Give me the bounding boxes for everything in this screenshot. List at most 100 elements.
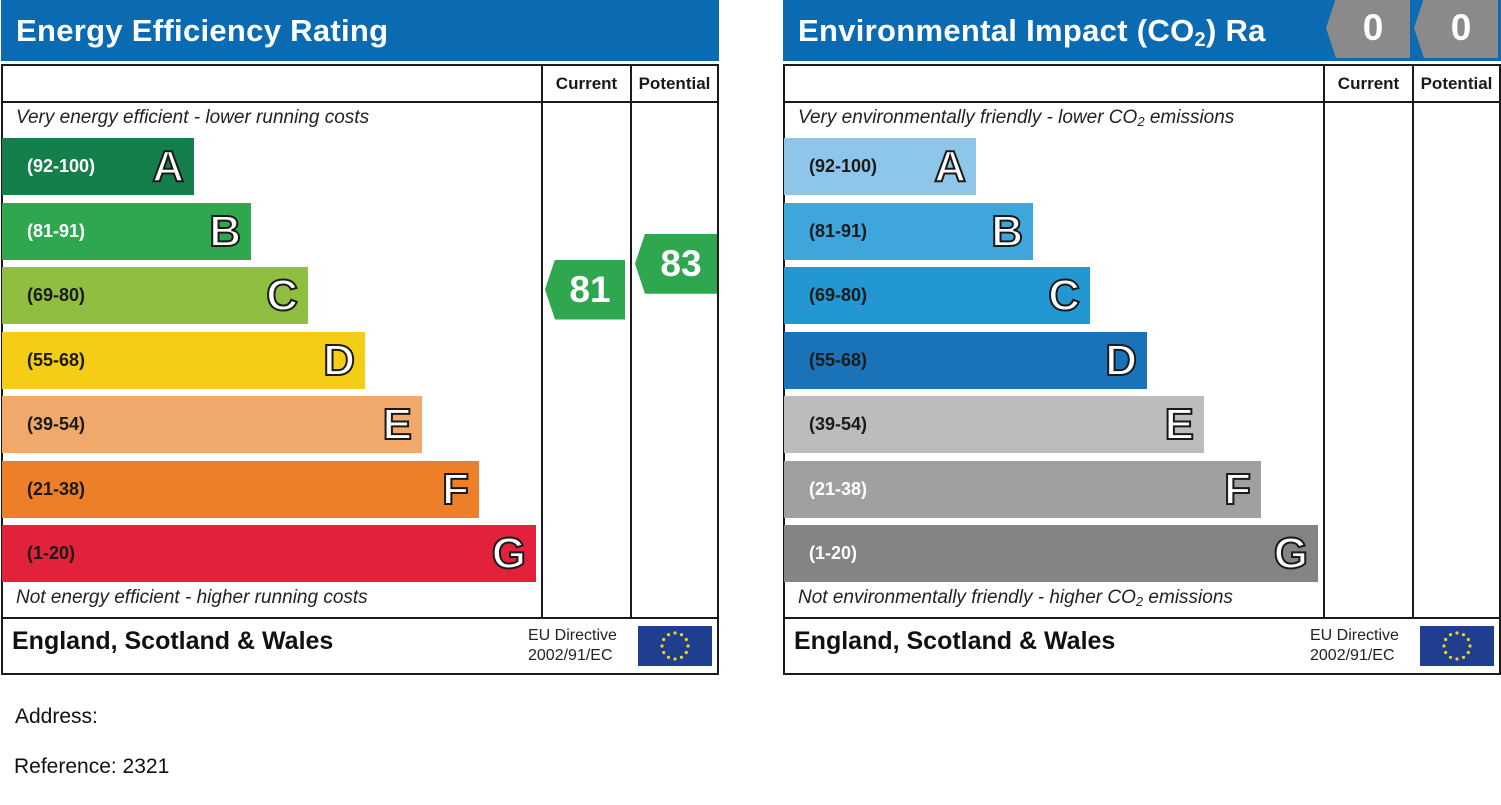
band-a: (92-100) A [2,138,194,195]
eu-directive-line1: EU Directive [1310,627,1399,644]
eu-star [1461,655,1466,659]
band-e: (39-54) E [784,396,1204,453]
current-column-header: Current [555,74,618,93]
band-letter: B [208,206,242,257]
eu-flag-icon [1420,626,1494,666]
column-divider [630,64,632,619]
eu-star [662,637,666,642]
eu-star [679,655,684,659]
energy-efficiency-title: Energy Efficiency Rating [1,0,719,61]
footer-country: England, Scotland & Wales [12,627,334,655]
bottom-note-end: emissions [1143,587,1233,608]
title-end: ) Ra [1205,13,1266,48]
band-range: (69-80) [809,285,868,305]
band-range: (1-20) [809,543,858,563]
top-note: Very energy efficient - lower running co… [16,107,370,128]
current-column-header: Current [1337,74,1400,93]
eu-star [1442,644,1446,648]
potential-rating-arrow: 0 [1414,0,1498,58]
band-range: (81-91) [809,220,868,241]
band-range: (1-20) [27,543,76,563]
band-letter: G [1273,528,1309,579]
eu-directive-line1: EU Directive [528,627,617,644]
eu-star [1466,637,1470,642]
band-letter: B [990,206,1024,257]
title-subscript: 2 [1194,29,1206,51]
eu-star [686,644,690,648]
band-letter: E [1164,399,1195,450]
top-note-subscript: 2 [1137,114,1145,129]
bottom-note-main: Not environmentally friendly - higher CO [798,587,1136,608]
top-note: Very environmentally friendly - lower CO… [798,107,1234,129]
band-range: (92-100) [809,156,878,176]
column-divider [1323,64,1325,619]
eu-directive: EU Directive 2002/91/EC [528,626,617,666]
eu-star [666,655,671,659]
eu-directive-line2: 2002/91/EC [1310,647,1395,664]
eu-star [679,633,684,637]
column-divider [1412,64,1414,619]
band-letter: A [933,141,967,192]
bottom-note: Not energy efficient - higher running co… [16,587,368,608]
environmental-impact-panel: Environmental Impact (CO2) Ra Current Po… [783,0,1501,675]
band-range: (55-68) [809,349,868,370]
eu-directive: EU Directive 2002/91/EC [1310,626,1399,666]
energy-efficiency-panel: Energy Efficiency Rating Current Potenti… [1,0,719,675]
eu-star [662,650,666,655]
band-e: (39-54) E [2,396,422,453]
title-main: Environmental Impact (CO [798,13,1195,48]
eu-star [1455,657,1459,661]
footer-divider [783,617,1501,619]
reference-label: Reference: 2321 [14,755,170,778]
eu-star [1461,633,1466,637]
eu-star [666,633,671,637]
potential-column-header: Potential [638,74,711,93]
footer-country: England, Scotland & Wales [794,627,1116,655]
band-letter: F [1223,464,1252,515]
eu-directive-line2: 2002/91/EC [528,647,613,664]
eu-star [1466,650,1470,655]
eu-flag-icon [638,626,712,666]
band-letter: E [382,399,413,450]
band-g: (1-20) G [2,525,536,582]
band-range: (69-80) [27,285,86,305]
band-b: (81-91) B [784,202,1033,260]
band-letter: F [441,464,470,515]
eu-star [1468,644,1472,648]
band-d: (55-68) D [784,331,1147,389]
band-f: (21-38) F [784,460,1261,518]
band-letter: D [1104,335,1138,386]
current-rating-arrow: 81 [545,259,625,320]
potential-rating-arrow: 83 [635,233,717,294]
top-note-main: Very environmentally friendly - lower CO [798,107,1138,128]
band-d: (55-68) D [2,331,365,389]
band-b: (81-91) B [2,202,251,260]
band-f: (21-38) F [2,460,479,518]
band-letter: C [1047,270,1081,321]
bottom-note: Not environmentally friendly - higher CO… [798,587,1233,609]
band-letter: G [491,528,527,579]
band-letter: D [322,335,356,386]
band-range: (39-54) [27,414,86,434]
eu-star [1444,637,1448,642]
band-range: (21-38) [809,478,868,499]
eu-star [684,637,688,642]
eu-star [660,644,664,648]
band-letter: C [265,270,299,321]
band-a: (92-100) A [784,138,976,195]
bottom-note-subscript: 2 [1135,594,1144,609]
address-label: Address: [15,705,98,728]
eu-star [673,657,677,661]
header-divider [1,101,719,103]
band-g: (1-20) G [784,525,1318,582]
band-range: (21-38) [27,478,86,499]
eu-star [1455,631,1459,635]
band-range: (39-54) [809,414,868,434]
current-rating-arrow: 0 [1326,0,1410,58]
eu-star [673,631,677,635]
column-divider [541,64,543,619]
footer-divider [1,617,719,619]
header-divider [783,101,1501,103]
band-c: (69-80) C [784,267,1090,324]
eu-star [1444,650,1448,655]
